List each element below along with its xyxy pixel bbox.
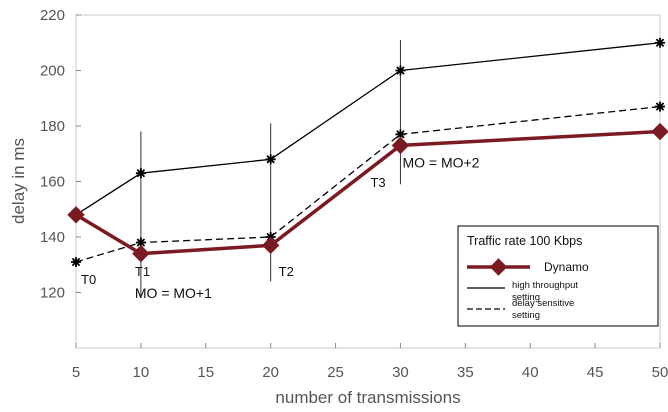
x-tick-label: 5 [72, 364, 80, 381]
data-point-dynamo [391, 136, 410, 155]
y-tick-label: 160 [40, 174, 65, 191]
data-point-dynamo [67, 206, 85, 224]
axes: 5 10 15 20 25 30 35 40 45 50 120 140 160 180 200 220 [40, 7, 668, 381]
data-point-high-throughput-setting [135, 168, 146, 179]
legend-label-delay-sensitive-line2: setting [512, 310, 540, 321]
data-point-dynamo [132, 244, 150, 263]
annotation-label: T2 [279, 264, 294, 279]
legend-label-high-throughput-line1: high throughput [512, 280, 578, 291]
legend-entry-high-throughput: high throughput setting [467, 280, 578, 303]
legend-title: Traffic rate 100 Kbps [467, 234, 582, 248]
data-point-dynamo [651, 122, 668, 141]
x-tick-label: 50 [652, 364, 668, 381]
y-tick-label: 180 [40, 118, 65, 135]
legend-box [457, 225, 659, 327]
data-point-high-throughput-setting [395, 65, 406, 76]
data-point-delay-sensitive-setting [395, 129, 406, 140]
y-tick-label: 200 [40, 63, 65, 80]
series-group [67, 37, 668, 267]
x-tick-label: 30 [392, 364, 409, 381]
x-tick-label: 10 [133, 364, 150, 381]
data-point-dynamo [261, 236, 280, 255]
legend: Traffic rate 100 Kbps Dynamo high throug… [457, 225, 659, 327]
x-tick-label: 15 [197, 364, 214, 381]
data-point-delay-sensitive-setting [135, 237, 146, 248]
data-point-delay-sensitive-setting [71, 256, 81, 267]
legend-label-dynamo: Dynamo [544, 260, 589, 274]
x-axis-label: number of transmissions [275, 388, 460, 407]
legend-marker-dynamo [489, 258, 508, 276]
legend-label-high-throughput-line2: setting [512, 292, 540, 303]
x-tick-label: 45 [587, 364, 604, 381]
annotation-label: T1 [135, 264, 150, 279]
series-line-delay-sensitive-setting [75, 105, 661, 263]
annotation-label: T3 [370, 175, 385, 190]
annotation-label: MO = MO+2 [402, 155, 479, 171]
x-tick-label: 20 [262, 364, 279, 381]
annotations: T0 T1 MO = MO+1 T2 T3 MO = MO+2 [81, 155, 480, 301]
series-line-high-throughput-setting [75, 42, 661, 216]
y-tick-label: 120 [40, 285, 65, 302]
x-tick-label: 25 [327, 364, 344, 381]
legend-entry-delay-sensitive: delay sensitive setting [467, 298, 574, 321]
y-tick-label: 220 [40, 7, 65, 24]
y-tick-label: 140 [40, 229, 65, 246]
data-point-delay-sensitive-setting [655, 101, 665, 112]
error-bars [140, 39, 401, 299]
data-point-high-throughput-setting [655, 37, 665, 48]
legend-label-delay-sensitive-line1: delay sensitive [512, 298, 574, 309]
y-axis-label: delay in ms [9, 138, 28, 224]
x-tick-label: 40 [522, 364, 539, 381]
legend-entry-dynamo: Dynamo [467, 258, 589, 276]
annotation-label: T0 [81, 272, 96, 287]
x-tick-label: 35 [457, 364, 474, 381]
annotation-label: MO = MO+1 [135, 285, 212, 301]
data-point-high-throughput-setting [265, 154, 276, 165]
